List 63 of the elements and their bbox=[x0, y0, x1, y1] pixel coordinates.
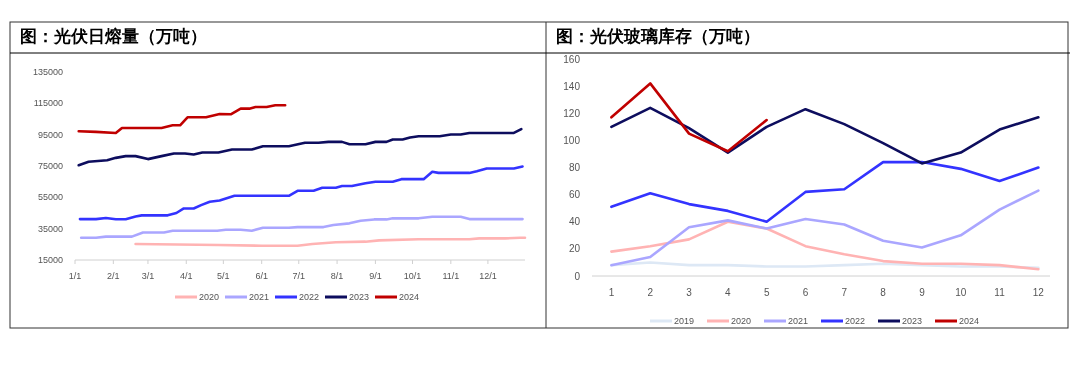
legend-label: 2022 bbox=[299, 292, 320, 303]
x-tick-label: 10 bbox=[955, 287, 967, 298]
y-tick-label: 60 bbox=[568, 189, 581, 201]
x-tick-label: 11/1 bbox=[442, 271, 460, 281]
y-tick-label: 160 bbox=[563, 53, 581, 65]
x-tick-label: 1 bbox=[608, 287, 615, 298]
legend-label: 2021 bbox=[249, 292, 270, 303]
chart-title: 图：光伏玻璃库存（万吨） bbox=[556, 26, 760, 46]
y-tick-label: 35000 bbox=[37, 223, 63, 234]
x-tick-label: 5 bbox=[763, 287, 770, 298]
x-tick-label: 3/1 bbox=[141, 271, 155, 281]
y-tick-label: 135000 bbox=[32, 67, 63, 77]
x-tick-label: 1/1 bbox=[68, 271, 82, 281]
x-tick-label: 10/1 bbox=[403, 271, 422, 281]
x-tick-label: 8/1 bbox=[330, 271, 344, 281]
x-tick-label: 7 bbox=[841, 287, 848, 298]
x-tick-label: 3 bbox=[686, 287, 693, 298]
legend-label: 2021 bbox=[788, 316, 809, 327]
x-tick-label: 7/1 bbox=[292, 271, 306, 281]
line-series bbox=[77, 103, 287, 135]
line-series bbox=[610, 220, 1040, 271]
y-tick-label: 95000 bbox=[37, 129, 63, 140]
y-tick-label: 75000 bbox=[37, 161, 63, 171]
legend-label: 2020 bbox=[199, 292, 220, 303]
x-tick-label: 4/1 bbox=[180, 271, 193, 281]
y-tick-label: 40 bbox=[568, 216, 581, 228]
x-tick-label: 2/1 bbox=[107, 271, 120, 281]
x-tick-label: 6 bbox=[802, 287, 809, 298]
legend-label: 2024 bbox=[399, 292, 420, 303]
y-tick-label: 0 bbox=[574, 270, 581, 282]
line-series bbox=[134, 236, 527, 248]
y-tick-label: 120 bbox=[563, 107, 581, 119]
legend-label: 2019 bbox=[674, 316, 695, 327]
legend-label: 2023 bbox=[349, 292, 370, 303]
y-tick-label: 55000 bbox=[37, 192, 63, 203]
x-tick-label: 5/1 bbox=[217, 271, 230, 281]
legend-label: 2023 bbox=[902, 316, 923, 327]
x-tick-label: 6/1 bbox=[255, 271, 268, 281]
x-tick-label: 9/1 bbox=[369, 271, 382, 281]
x-tick-label: 4 bbox=[725, 287, 732, 298]
legend-label: 2022 bbox=[845, 316, 866, 327]
line-series bbox=[610, 189, 1040, 267]
x-tick-label: 11 bbox=[994, 287, 1006, 298]
y-tick-label: 140 bbox=[563, 80, 581, 92]
x-tick-label: 12 bbox=[1032, 287, 1045, 298]
y-tick-label: 115000 bbox=[33, 98, 63, 109]
line-series bbox=[79, 215, 524, 240]
y-tick-label: 15000 bbox=[37, 255, 63, 265]
y-tick-label: 80 bbox=[568, 162, 581, 173]
x-tick-label: 2 bbox=[647, 287, 654, 298]
y-tick-label: 100 bbox=[563, 134, 581, 146]
y-tick-label: 20 bbox=[568, 243, 581, 255]
line-series bbox=[77, 127, 523, 167]
x-tick-label: 12/1 bbox=[479, 271, 497, 281]
legend-label: 2020 bbox=[731, 316, 752, 327]
line-series bbox=[610, 82, 768, 153]
x-tick-label: 8 bbox=[880, 287, 887, 298]
line-series bbox=[610, 160, 1040, 224]
line-series bbox=[78, 165, 524, 221]
legend-label: 2024 bbox=[959, 316, 980, 327]
x-tick-label: 9 bbox=[919, 287, 926, 298]
line-series bbox=[610, 106, 1040, 165]
chart-title: 图：光伏日熔量（万吨） bbox=[20, 26, 207, 46]
